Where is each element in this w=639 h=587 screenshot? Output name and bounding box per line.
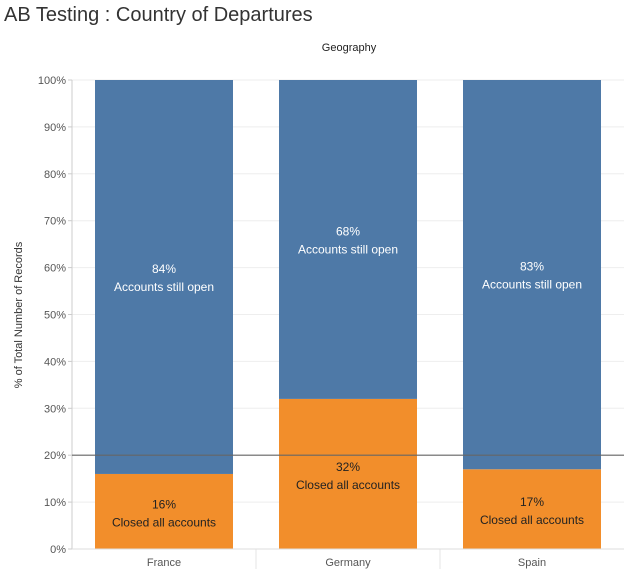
x-category-label: France [147,557,181,569]
y-tick-label: 0% [50,544,66,556]
bar-closed-france [95,473,233,549]
y-tick-label: 70% [44,216,66,228]
x-category-label: Spain [518,557,546,569]
y-tick-label: 60% [44,263,66,275]
y-tick-label: 80% [44,169,66,181]
data-label-closed-name: Closed all accounts [480,513,584,527]
chart-title: AB Testing : Country of Departures [4,4,313,26]
y-tick-label: 20% [44,450,66,462]
column-header: Geography [322,42,377,54]
y-tick-label: 100% [38,75,66,87]
y-tick-label: 40% [44,356,66,368]
data-label-closed-value: 32% [336,460,360,474]
data-label-open-name: Accounts still open [298,242,398,256]
data-label-closed-value: 17% [520,495,544,509]
data-label-open-value: 83% [520,260,544,274]
y-tick-label: 50% [44,310,66,322]
y-tick-label: 90% [44,122,66,134]
data-label-open-value: 84% [152,262,176,276]
y-axis: 0% 10% 20% 30% 40% 50% 60% 70% 80% 90% 100% [38,75,73,556]
bar-closed-germany [279,398,417,549]
bar-closed-spain [463,469,601,549]
data-label-closed-name: Closed all accounts [112,515,216,529]
bars [95,80,601,549]
data-label-closed-value: 16% [152,497,176,511]
bar-open-germany [279,80,417,399]
bar-open-france [95,80,233,474]
y-tick-label: 10% [44,497,66,509]
data-label-open-name: Accounts still open [114,280,214,294]
bar-open-spain [463,80,601,470]
y-axis-label: % of Total Number of Records [13,241,25,388]
x-axis: France Germany Spain [72,548,624,569]
data-label-closed-name: Closed all accounts [296,478,400,492]
data-label-open-value: 68% [336,224,360,238]
y-tick-label: 30% [44,403,66,415]
data-label-open-name: Accounts still open [482,278,582,292]
data-labels: 84% Accounts still open 16% Closed all acco… [112,224,584,529]
x-category-label: Germany [325,557,371,569]
